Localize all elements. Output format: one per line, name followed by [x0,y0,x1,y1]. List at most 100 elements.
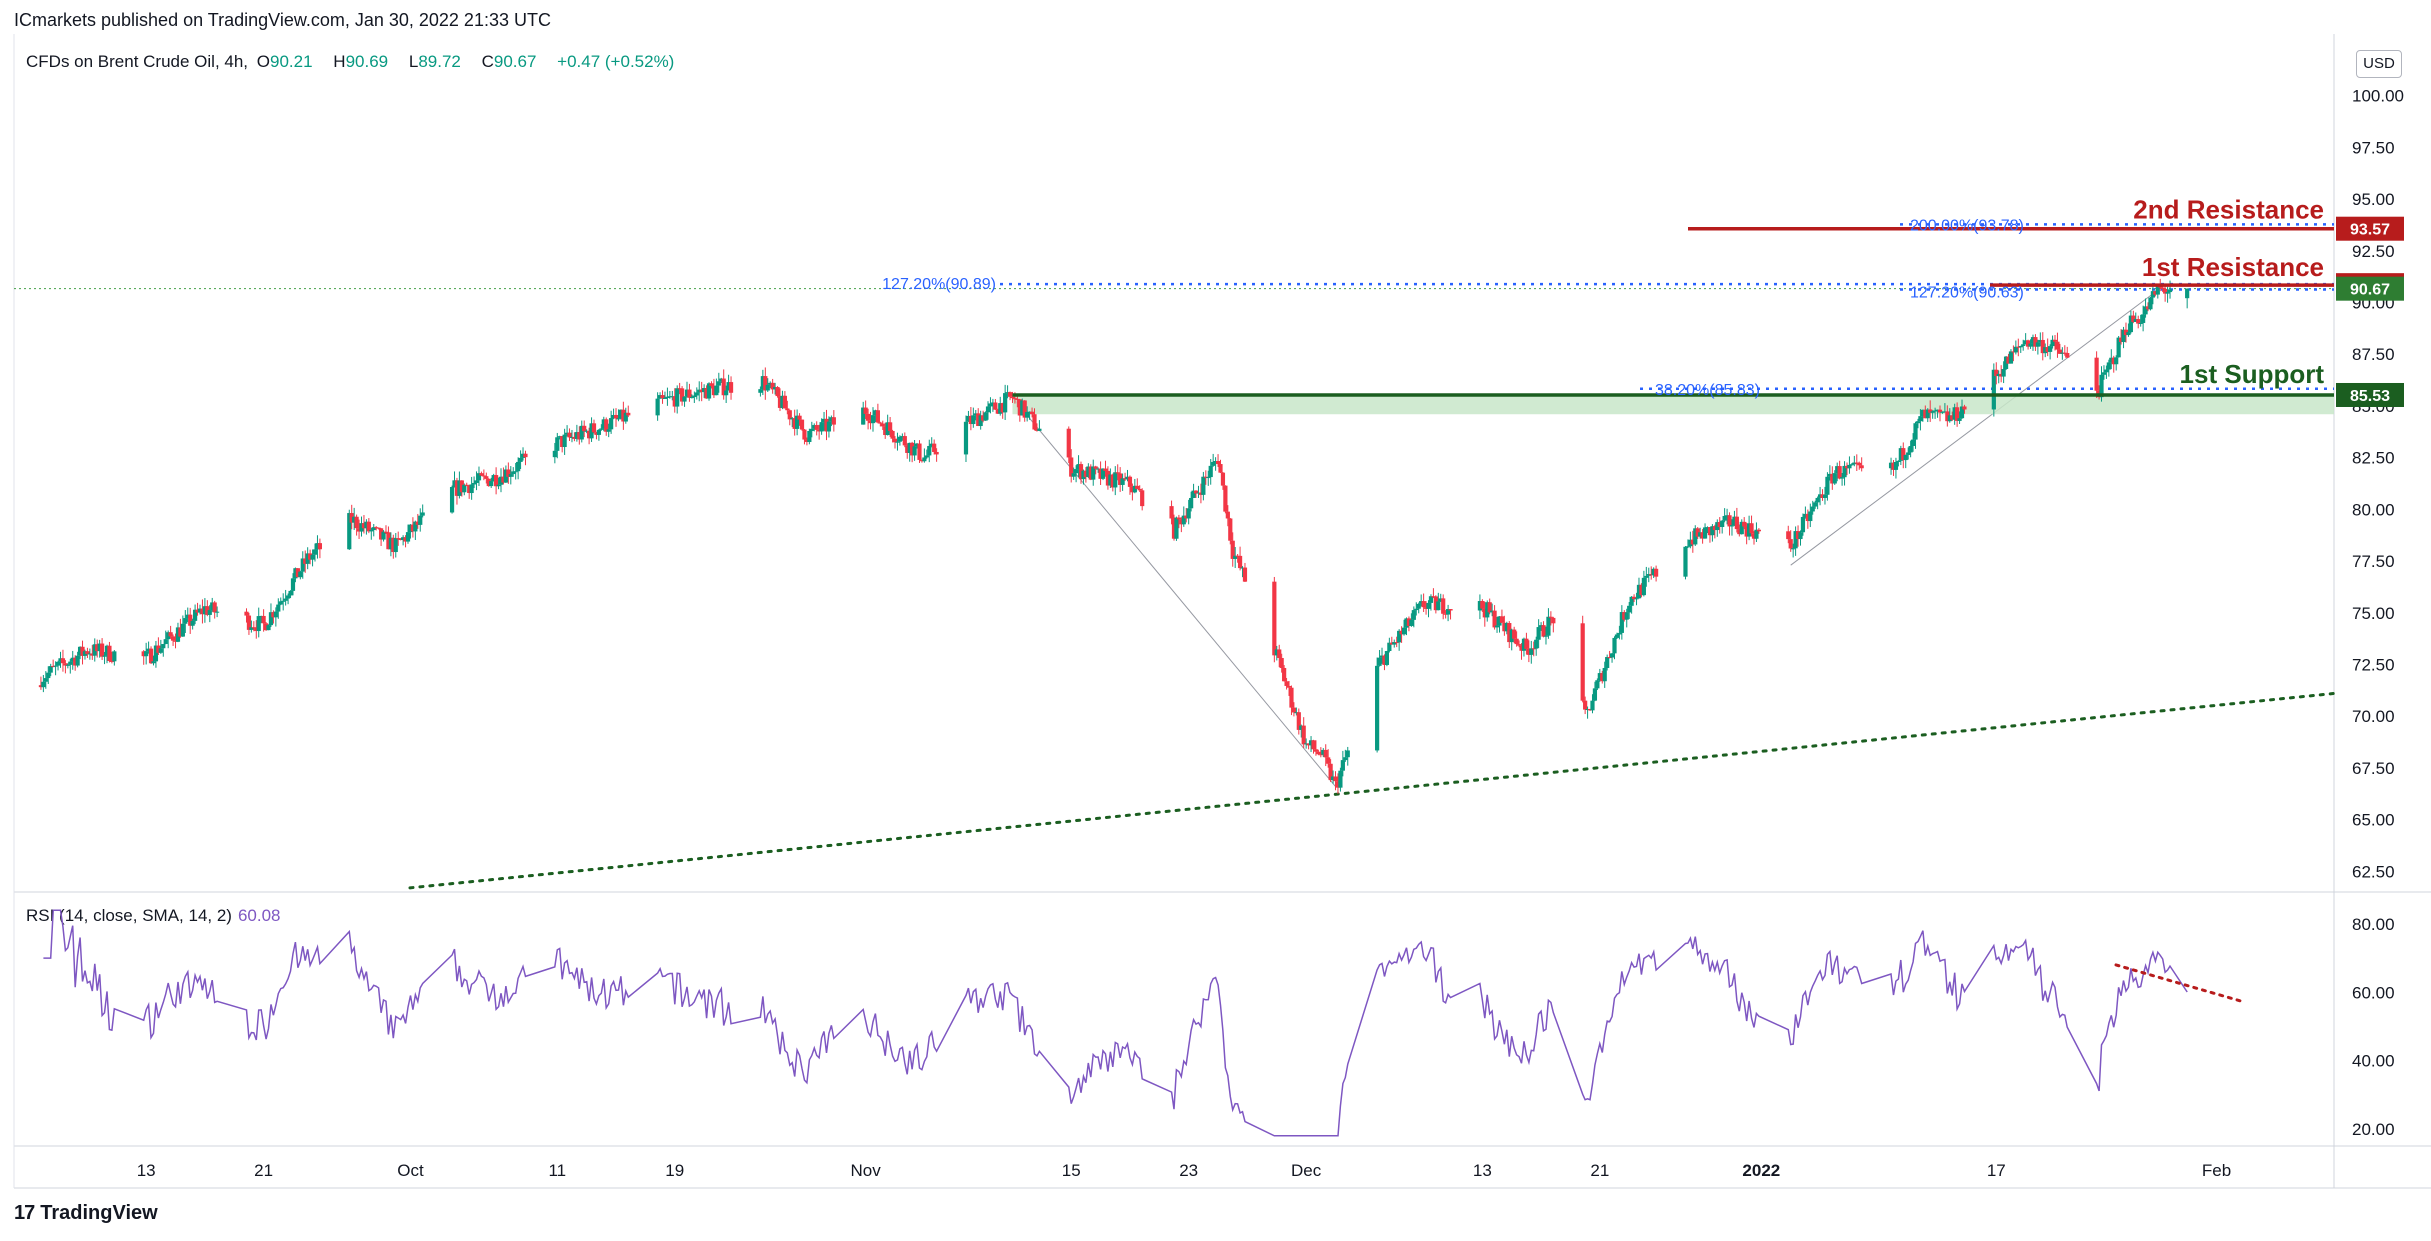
candle [560,436,565,448]
fib-label: 127.20%(90.89) [882,276,996,293]
candle [1817,494,1823,498]
candle [1605,657,1610,668]
candle [1548,616,1553,618]
y-tick-label: 95.00 [2352,190,2395,209]
candle [883,426,888,436]
candle [183,618,188,624]
candle [1213,461,1218,463]
candle [2052,339,2058,342]
candle [1494,625,1500,628]
candle [503,469,508,483]
y-tick-label: 62.50 [2352,862,2395,881]
candle [2158,286,2163,288]
candle [1707,527,1713,536]
candle [1898,448,1903,461]
candle [1010,396,1015,399]
candle [1096,468,1101,470]
candle [53,665,58,667]
candle [418,515,423,525]
candle [60,658,66,664]
candle [1428,596,1434,603]
candle [452,480,457,488]
candle [148,648,154,664]
rsi-value: 60.08 [237,906,281,925]
tradingview-brand[interactable]: 17 TradingView [14,1202,158,1225]
candle [1242,567,1248,582]
candle [589,423,594,439]
candle [1321,749,1326,755]
candle [1017,399,1022,416]
candle [254,627,259,632]
y-tick-label: 65.00 [2352,811,2395,830]
candle [415,521,420,525]
candle [210,602,215,611]
candle [256,616,261,632]
candle [1113,472,1118,488]
candle [1832,473,1837,484]
candle [1078,464,1084,480]
candle [763,376,768,391]
candle [552,450,557,458]
candle [109,660,114,662]
candle [68,661,73,665]
candle [1401,627,1407,635]
fib-connector [1790,289,2159,566]
y-tick-label: 72.50 [2352,655,2395,674]
high-label: H [333,52,346,71]
candle [1722,515,1727,521]
candle [2143,306,2148,315]
candle [1932,410,1938,412]
candle [1641,577,1646,596]
candle [1066,428,1071,458]
candle [1223,485,1228,512]
candle [1081,470,1086,480]
candle [1859,465,1864,469]
candle [317,543,323,550]
candle [1950,415,1955,420]
candle [449,487,455,513]
candle [1612,637,1617,654]
candle [1296,712,1301,730]
x-tick-label: 2022 [1742,1161,1780,1180]
candle [388,537,393,550]
candle [1169,506,1174,519]
candle [1734,516,1739,530]
candle [1634,598,1639,600]
candle [1842,465,1847,478]
candle [403,537,408,542]
candle [1693,528,1698,545]
rsi-tick-label: 80.00 [2352,915,2395,934]
candle [82,651,88,656]
candle [77,646,83,656]
candle [1443,613,1448,615]
x-tick-label: 13 [1473,1161,1492,1180]
candle [963,421,969,455]
candle [278,601,283,605]
candle [1636,584,1642,599]
currency-badge[interactable]: USD [2356,50,2402,78]
candle [782,395,787,409]
candle [1587,709,1593,711]
candle [1115,472,1120,474]
candle [1619,612,1624,633]
candle [662,397,668,399]
candle [107,645,112,661]
candle [266,625,271,631]
candle [1913,423,1918,440]
candle [178,627,183,637]
candle [383,531,389,533]
x-tick-label: 19 [665,1161,684,1180]
candle [1230,540,1235,559]
candle [1607,657,1612,659]
candle [1654,568,1659,577]
candle [1947,415,1952,422]
x-tick-label: 21 [254,1161,273,1180]
candle [914,443,920,447]
candle [2060,352,2065,354]
candle [290,578,296,591]
candle [697,389,702,393]
candle [1543,635,1549,637]
candle [1389,642,1394,645]
candle [1583,700,1588,710]
